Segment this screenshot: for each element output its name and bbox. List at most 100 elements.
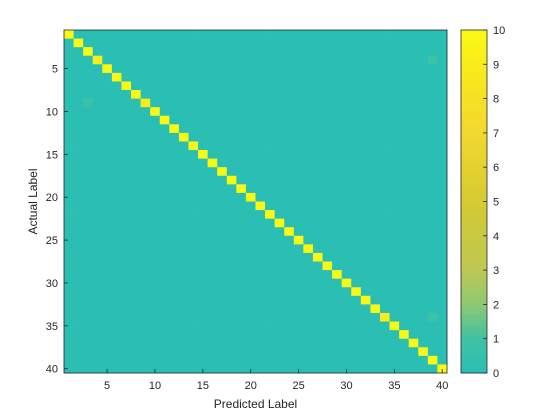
heatmap-cell [332, 312, 343, 322]
heatmap-cell [312, 347, 323, 357]
heatmap-cell [226, 98, 237, 108]
heatmap-cell [399, 38, 410, 48]
heatmap-cell [159, 55, 170, 65]
heatmap-cell [198, 278, 209, 288]
heatmap-cell [111, 167, 122, 177]
heatmap-cell [437, 287, 448, 297]
heatmap-cell [360, 270, 371, 280]
heatmap-cell [418, 287, 429, 297]
heatmap-cell [236, 38, 247, 48]
heatmap-cell [341, 107, 352, 117]
heatmap-cell [188, 115, 199, 125]
heatmap-cell [418, 184, 429, 194]
heatmap-cell [131, 47, 141, 57]
heatmap-cell [150, 175, 161, 185]
heatmap-cell [351, 201, 362, 211]
heatmap-cell [245, 278, 256, 288]
colorbar-tick-label: 1 [493, 334, 499, 346]
heatmap-cell [437, 47, 448, 57]
heatmap-cell [64, 184, 74, 194]
heatmap-cell [370, 98, 381, 108]
heatmap-cell [188, 47, 199, 57]
heatmap-cell [408, 338, 419, 348]
heatmap-cell [284, 30, 295, 39]
heatmap-cell [102, 364, 113, 374]
heatmap-cell [83, 321, 94, 331]
heatmap-cell [188, 312, 199, 322]
heatmap-cell [418, 64, 429, 74]
heatmap-cell [178, 347, 189, 357]
heatmap-cell [207, 98, 218, 108]
heatmap-cell [140, 124, 151, 134]
colorbar-swatch [461, 185, 487, 192]
heatmap-cell [198, 252, 209, 262]
heatmap-cell [92, 167, 103, 177]
heatmap-cell [140, 304, 151, 314]
heatmap-cell [312, 201, 323, 211]
heatmap-cell [370, 132, 381, 142]
heatmap-cell [312, 235, 323, 245]
heatmap-cell [226, 295, 237, 305]
heatmap-cell [102, 227, 113, 237]
heatmap-cell [169, 270, 180, 280]
heatmap-cell [102, 124, 113, 134]
heatmap-cell [360, 184, 371, 194]
heatmap-cell [178, 304, 189, 314]
heatmap-cell [284, 304, 295, 314]
heatmap-cell [178, 64, 189, 74]
heatmap-cell [169, 295, 180, 305]
heatmap-cell [284, 261, 295, 271]
heatmap-cell [245, 115, 256, 125]
heatmap-cell [351, 295, 362, 305]
heatmap-cell [418, 98, 429, 108]
heatmap-cell [437, 312, 448, 322]
heatmap-cell [312, 141, 323, 151]
heatmap-cell [360, 227, 371, 237]
heatmap-cell [293, 261, 304, 271]
heatmap-cell [293, 72, 304, 82]
heatmap-cell [159, 304, 170, 314]
heatmap-cell [111, 158, 122, 168]
heatmap-cell [92, 30, 103, 39]
heatmap-cell [169, 210, 180, 220]
heatmap-cell [303, 184, 314, 194]
colorbar-swatch [461, 99, 487, 106]
heatmap-cell [83, 295, 94, 305]
heatmap-cell [360, 287, 371, 297]
heatmap-cell [64, 90, 74, 99]
heatmap-cell [169, 364, 180, 374]
heatmap-cell [217, 312, 228, 322]
heatmap-cell [159, 141, 170, 151]
heatmap-cell [274, 252, 285, 262]
colorbar-swatch [461, 78, 487, 84]
heatmap-cell [131, 64, 141, 74]
heatmap-cell [102, 330, 113, 340]
heatmap-cell [178, 244, 189, 254]
heatmap-cell [226, 347, 237, 357]
heatmap-cell [131, 270, 141, 280]
heatmap-cell [370, 347, 381, 357]
heatmap-cell [370, 81, 381, 91]
heatmap-cell [92, 115, 103, 125]
heatmap-cell [389, 304, 400, 314]
heatmap-cell [312, 287, 323, 297]
heatmap-cell [159, 98, 170, 108]
heatmap-cell [121, 312, 132, 322]
heatmap-cell [121, 141, 132, 151]
heatmap-cell [64, 124, 74, 134]
heatmap-cell [303, 38, 314, 48]
heatmap-cell [437, 98, 448, 108]
heatmap-cell [226, 167, 237, 177]
heatmap-cell [379, 72, 390, 82]
heatmap-cell [322, 347, 333, 357]
heatmap-cell [379, 64, 390, 74]
heatmap-cell [427, 107, 438, 117]
heatmap-cell [159, 201, 170, 211]
colorbar-swatch [461, 255, 487, 261]
heatmap-cell [188, 270, 199, 280]
heatmap-cell [102, 304, 113, 314]
heatmap-cell [188, 141, 199, 151]
heatmap-cell [245, 150, 256, 160]
heatmap-cell [437, 55, 448, 65]
heatmap-cell [83, 107, 94, 117]
